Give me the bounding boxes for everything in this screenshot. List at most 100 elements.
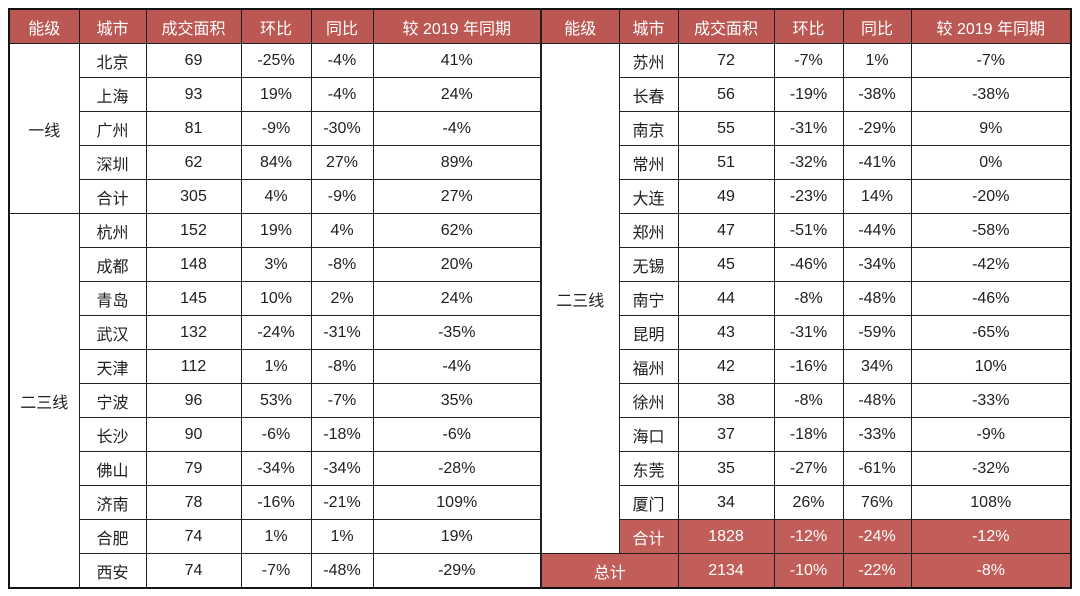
value-cell: 62 [145, 145, 242, 180]
value-cell: -19% [773, 77, 844, 112]
grand-total-label-cell: 总计 [540, 553, 679, 589]
value-cell: -7% [910, 43, 1072, 78]
value-cell: -12% [910, 519, 1072, 554]
value-cell: 3% [240, 247, 312, 282]
table-row: 天津 112 1% -8% -4% 福州 42 -16% 34% 10% [9, 349, 1072, 384]
city-cell: 南宁 [618, 281, 679, 316]
value-cell: 42 [677, 349, 775, 384]
value-cell: 37 [677, 417, 775, 452]
city-cell: 深圳 [78, 145, 147, 180]
value-cell: 26% [773, 485, 844, 520]
value-cell: -8% [310, 349, 374, 384]
value-cell: -16% [240, 485, 312, 520]
value-cell: -6% [372, 417, 542, 452]
table-header-row: 能级 城市 成交面积 环比 同比较 2019 年同期 能级 城市 成交面积 环比 同比较 2019… [8, 8, 1072, 44]
value-cell: 90 [145, 417, 242, 452]
city-cell: 厦门 [618, 485, 679, 520]
value-cell: -29% [842, 111, 912, 146]
value-cell: -33% [842, 417, 912, 452]
value-cell: -22% [842, 553, 912, 589]
city-cell: 天津 [78, 349, 147, 384]
city-cell: 合计 [78, 179, 147, 214]
city-cell: 大连 [618, 179, 679, 214]
value-cell: -35% [372, 315, 542, 350]
value-cell: 76% [842, 485, 912, 520]
value-cell: 2% [310, 281, 374, 316]
value-cell: -34% [842, 247, 912, 282]
value-cell: 9% [910, 111, 1072, 146]
value-cell: 41% [372, 43, 542, 78]
value-cell: -21% [310, 485, 374, 520]
value-cell: -29% [372, 553, 542, 589]
header-cell: 城市 [78, 8, 147, 44]
value-cell: -7% [240, 553, 312, 589]
table-row: 上海 93 19% -4% 24% 长春 56 -19% -38% -38% [9, 77, 1072, 112]
value-cell: 74 [145, 553, 242, 589]
value-cell: 84% [240, 145, 312, 180]
value-cell: 1% [310, 519, 374, 554]
header-cell: 能级 [540, 8, 620, 44]
table-row: 合计 305 4% -9% 27% 大连 49 -23% 14% -20% [9, 179, 1072, 214]
value-cell: -4% [372, 349, 542, 384]
city-cell: 青岛 [78, 281, 147, 316]
header-cell: 能级 [8, 8, 80, 44]
table-row: 武汉 132 -24% -31% -35% 昆明 43 -31% -59% -65% [9, 315, 1072, 350]
tier-cell: 一线 [8, 43, 80, 214]
value-cell: -65% [910, 315, 1072, 350]
value-cell: 62% [372, 213, 542, 248]
value-cell: 10% [910, 349, 1072, 384]
tier-cell: 二三线 [540, 43, 620, 554]
value-cell: -10% [773, 553, 844, 589]
city-cell: 无锡 [618, 247, 679, 282]
value-cell: -46% [773, 247, 844, 282]
value-cell: 89% [372, 145, 542, 180]
value-cell: -38% [842, 77, 912, 112]
value-cell: -9% [910, 417, 1072, 452]
table-row: 广州 81 -9% -30% -4% 南京 55 -31% -29% 9% [9, 111, 1072, 146]
value-cell: 148 [145, 247, 242, 282]
value-cell: -8% [773, 281, 844, 316]
value-cell: -34% [310, 451, 374, 486]
header-cell: 成交面积 [677, 8, 775, 44]
value-cell: -31% [773, 315, 844, 350]
value-cell: 24% [372, 77, 542, 112]
value-cell: -7% [310, 383, 374, 418]
value-cell: 51 [677, 145, 775, 180]
value-cell: 74 [145, 519, 242, 554]
value-cell: 27% [372, 179, 542, 214]
city-cell: 海口 [618, 417, 679, 452]
value-cell: -24% [240, 315, 312, 350]
value-cell: 4% [240, 179, 312, 214]
table-row: 长沙 90 -6% -18% -6% 海口 37 -18% -33% -9% [9, 417, 1072, 452]
value-cell: -23% [773, 179, 844, 214]
value-cell: -20% [910, 179, 1072, 214]
value-cell: -24% [842, 519, 912, 554]
value-cell: -59% [842, 315, 912, 350]
city-cell: 福州 [618, 349, 679, 384]
value-cell: 55 [677, 111, 775, 146]
table-row: 一线 北京 69 -25% -4% 41% 二三线 苏州 72 -7% 1% -7% [8, 43, 1072, 554]
value-cell: -41% [842, 145, 912, 180]
value-cell: -42% [910, 247, 1072, 282]
value-cell: 20% [372, 247, 542, 282]
city-cell: 苏州 [618, 43, 679, 78]
value-cell: -16% [773, 349, 844, 384]
table-row: 佛山 79 -34% -34% -28% 东莞 35 -27% -61% -32% [9, 451, 1072, 486]
value-cell: -9% [240, 111, 312, 146]
value-cell: 152 [145, 213, 242, 248]
table-row: 济南 78 -16% -21% 109% 厦门 34 26% 76% 108% [9, 485, 1072, 520]
value-cell: -18% [773, 417, 844, 452]
value-cell: 4% [310, 213, 374, 248]
value-cell: -8% [310, 247, 374, 282]
header-cell: 较 2019 年同期 [372, 8, 542, 44]
city-cell: 武汉 [78, 315, 147, 350]
grand-total-row: 西安 74 -7% -48% -29% 总计 2134 -10% -22% -8% [9, 553, 1072, 589]
city-cell: 东莞 [618, 451, 679, 486]
value-cell: 19% [240, 77, 312, 112]
value-cell: -6% [240, 417, 312, 452]
value-cell: 14% [842, 179, 912, 214]
value-cell: 69 [145, 43, 242, 78]
value-cell: 38 [677, 383, 775, 418]
value-cell: -51% [773, 213, 844, 248]
city-cell: 北京 [78, 43, 147, 78]
